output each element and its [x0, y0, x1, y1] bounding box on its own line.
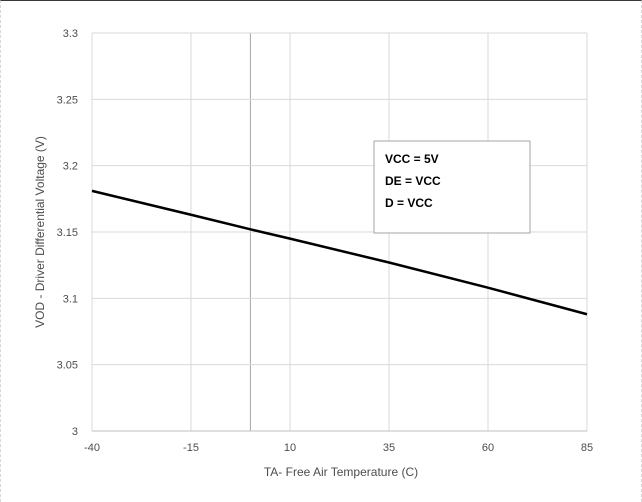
- y-tick-label: 3: [72, 426, 78, 438]
- y-tick-label: 3.3: [63, 28, 78, 40]
- annotation-line-de: DE = VCC: [385, 174, 441, 188]
- y-tick-label: 3.2: [63, 161, 78, 173]
- annotation-line-vcc: VCC = 5V: [385, 152, 439, 166]
- y-tick-label: 3.05: [57, 360, 78, 372]
- y-axis-title: VOD - Driver Differential Voltage (V): [33, 136, 47, 328]
- y-tick-label: 3.25: [57, 94, 78, 106]
- x-tick-label: 10: [284, 442, 296, 454]
- x-axis-title: TA- Free Air Temperature (C): [264, 465, 418, 479]
- x-tick-label: -15: [183, 442, 199, 454]
- x-tick-label: -40: [84, 442, 100, 454]
- tick-labels: -40 -15 10 35 60 85 3 3.05 3.1 3.15 3.2 3.25 3.3: [57, 28, 594, 454]
- y-tick-label: 3.1: [63, 293, 78, 305]
- x-tick-label: 85: [581, 442, 593, 454]
- x-tick-label: 35: [383, 442, 395, 454]
- annotation-box-border: [373, 140, 531, 234]
- annotation-line-d: D = VCC: [385, 196, 433, 210]
- series-layer: [91, 189, 588, 316]
- x-tick-label: 60: [482, 442, 494, 454]
- series-line-0: [91, 189, 588, 316]
- y-tick-label: 3.15: [57, 227, 78, 239]
- annotation-box: VCC = 5V DE = VCC D = VCC: [373, 140, 531, 234]
